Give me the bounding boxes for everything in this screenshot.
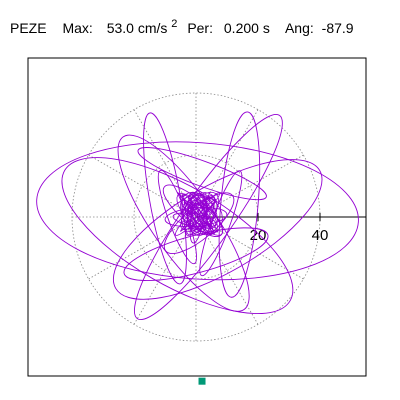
orbit-loop (137, 147, 267, 201)
axis-tick-label-20: 20 (250, 227, 267, 244)
ang-value: -87.9 (322, 20, 354, 36)
per-value: 0.200 s (224, 20, 270, 36)
max-point-marker (198, 377, 206, 385)
per-label: Per: (187, 20, 213, 36)
max-marker (198, 377, 206, 385)
axis-tick-label-40: 40 (312, 227, 329, 244)
plot-frame (27, 57, 367, 377)
orbit-loop (199, 170, 243, 277)
station-name: PEZE (10, 20, 47, 36)
max-label: Max: (62, 20, 92, 36)
orbit-trace (36, 111, 359, 321)
orbit-loop (36, 141, 359, 281)
polar-axis: 20 40 (196, 213, 366, 244)
orbit-core-scribble (174, 191, 224, 236)
orbit-loop (218, 111, 261, 298)
ang-label: Ang: (285, 20, 314, 36)
orbit-loop (117, 134, 250, 312)
chart-header: PEZE Max: 53.0 cm/s 2 Per: 0.200 s Ang: … (10, 14, 354, 36)
max-unit-exponent: 2 (171, 18, 177, 30)
orbit-loop (143, 112, 187, 285)
orbit-loop (123, 227, 269, 281)
max-value: 53.0 cm/s (107, 20, 168, 36)
